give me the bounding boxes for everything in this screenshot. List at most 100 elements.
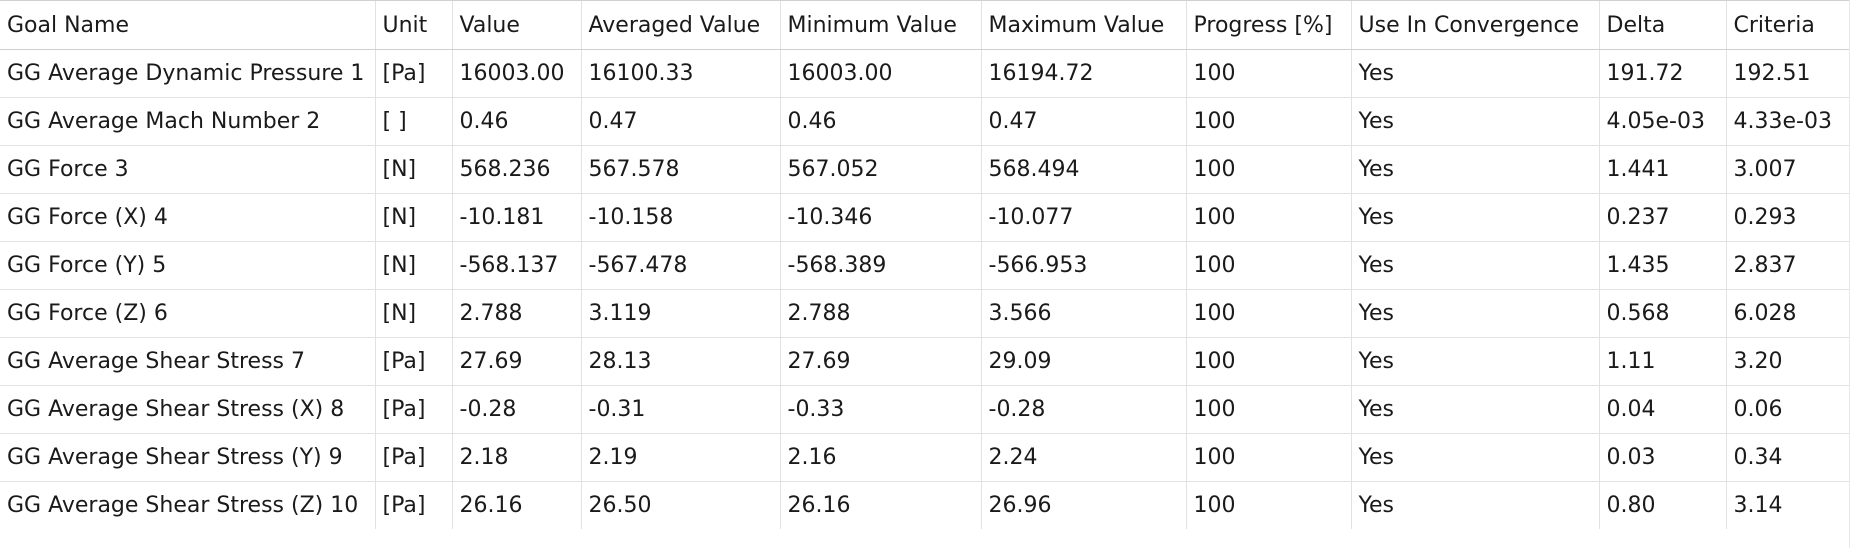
header-progress[interactable]: Progress [%] (1186, 1, 1352, 50)
unit-cell[interactable]: [N] (375, 241, 453, 290)
table-row[interactable]: GG Average Shear Stress 7 [Pa] 27.69 28.13 2… (0, 337, 1851, 386)
header-minimum-value[interactable]: Minimum Value (780, 1, 982, 50)
use-in-convergence-cell[interactable]: Yes (1351, 193, 1600, 242)
goal-name-cell[interactable]: GG Average Shear Stress 7 (0, 337, 376, 386)
averaged-value-cell[interactable]: 16100.33 (581, 49, 781, 98)
header-criteria[interactable]: Criteria (1726, 1, 1851, 50)
maximum-value-cell[interactable]: 16194.72 (981, 49, 1187, 98)
criteria-cell[interactable]: 3.14 (1726, 481, 1851, 530)
progress-cell[interactable]: 100 (1186, 49, 1352, 98)
criteria-cell[interactable]: 4.33e-03 (1726, 97, 1851, 146)
minimum-value-cell[interactable]: 0.46 (780, 97, 982, 146)
criteria-cell[interactable]: 0.293 (1726, 193, 1851, 242)
averaged-value-cell[interactable]: 2.19 (581, 433, 781, 482)
progress-cell[interactable]: 100 (1186, 145, 1352, 194)
goal-name-cell[interactable]: GG Force 3 (0, 145, 376, 194)
averaged-value-cell[interactable]: 3.119 (581, 289, 781, 338)
delta-cell[interactable]: 0.80 (1599, 481, 1727, 530)
criteria-cell[interactable]: 6.028 (1726, 289, 1851, 338)
unit-cell[interactable]: [Pa] (375, 481, 453, 530)
minimum-value-cell[interactable]: -568.389 (780, 241, 982, 290)
use-in-convergence-cell[interactable]: Yes (1351, 481, 1600, 530)
value-cell[interactable]: 16003.00 (452, 49, 582, 98)
averaged-value-cell[interactable]: -10.158 (581, 193, 781, 242)
unit-cell[interactable]: [Pa] (375, 49, 453, 98)
use-in-convergence-cell[interactable]: Yes (1351, 241, 1600, 290)
unit-cell[interactable]: [ ] (375, 97, 453, 146)
table-row[interactable]: GG Average Dynamic Pressure 1 [Pa] 16003.0… (0, 49, 1851, 98)
maximum-value-cell[interactable]: 29.09 (981, 337, 1187, 386)
progress-cell[interactable]: 100 (1186, 385, 1352, 434)
criteria-cell[interactable]: 3.20 (1726, 337, 1851, 386)
maximum-value-cell[interactable]: 568.494 (981, 145, 1187, 194)
maximum-value-cell[interactable]: -566.953 (981, 241, 1187, 290)
progress-cell[interactable]: 100 (1186, 289, 1352, 338)
table-row[interactable]: GG Force 3 [N] 568.236 567.578 567.052 568.49… (0, 145, 1851, 194)
averaged-value-cell[interactable]: 0.47 (581, 97, 781, 146)
maximum-value-cell[interactable]: 3.566 (981, 289, 1187, 338)
goal-name-cell[interactable]: GG Average Shear Stress (Y) 9 (0, 433, 376, 482)
unit-cell[interactable]: [Pa] (375, 385, 453, 434)
averaged-value-cell[interactable]: -0.31 (581, 385, 781, 434)
averaged-value-cell[interactable]: 28.13 (581, 337, 781, 386)
use-in-convergence-cell[interactable]: Yes (1351, 145, 1600, 194)
use-in-convergence-cell[interactable]: Yes (1351, 97, 1600, 146)
criteria-cell[interactable]: 2.837 (1726, 241, 1851, 290)
minimum-value-cell[interactable]: -10.346 (780, 193, 982, 242)
unit-cell[interactable]: [Pa] (375, 433, 453, 482)
delta-cell[interactable]: 4.05e-03 (1599, 97, 1727, 146)
progress-cell[interactable]: 100 (1186, 193, 1352, 242)
header-goal-name[interactable]: Goal Name (0, 1, 376, 50)
maximum-value-cell[interactable]: 0.47 (981, 97, 1187, 146)
goal-name-cell[interactable]: GG Average Dynamic Pressure 1 (0, 49, 376, 98)
criteria-cell[interactable]: 0.06 (1726, 385, 1851, 434)
header-value[interactable]: Value (452, 1, 582, 50)
progress-cell[interactable]: 100 (1186, 481, 1352, 530)
table-row[interactable]: GG Force (Z) 6 [N] 2.788 3.119 2.788 3.566 100… (0, 289, 1851, 338)
goal-name-cell[interactable]: GG Average Mach Number 2 (0, 97, 376, 146)
value-cell[interactable]: 0.46 (452, 97, 582, 146)
unit-cell[interactable]: [N] (375, 193, 453, 242)
minimum-value-cell[interactable]: 27.69 (780, 337, 982, 386)
criteria-cell[interactable]: 3.007 (1726, 145, 1851, 194)
table-row[interactable]: GG Force (Y) 5 [N] -568.137 -567.478 -568.38… (0, 241, 1851, 290)
maximum-value-cell[interactable]: -10.077 (981, 193, 1187, 242)
goal-name-cell[interactable]: GG Average Shear Stress (X) 8 (0, 385, 376, 434)
minimum-value-cell[interactable]: 567.052 (780, 145, 982, 194)
use-in-convergence-cell[interactable]: Yes (1351, 49, 1600, 98)
delta-cell[interactable]: 191.72 (1599, 49, 1727, 98)
header-unit[interactable]: Unit (375, 1, 453, 50)
averaged-value-cell[interactable]: 26.50 (581, 481, 781, 530)
criteria-cell[interactable]: 192.51 (1726, 49, 1851, 98)
use-in-convergence-cell[interactable]: Yes (1351, 433, 1600, 482)
minimum-value-cell[interactable]: 2.16 (780, 433, 982, 482)
averaged-value-cell[interactable]: -567.478 (581, 241, 781, 290)
header-delta[interactable]: Delta (1599, 1, 1727, 50)
minimum-value-cell[interactable]: 26.16 (780, 481, 982, 530)
value-cell[interactable]: 2.18 (452, 433, 582, 482)
delta-cell[interactable]: 0.568 (1599, 289, 1727, 338)
averaged-value-cell[interactable]: 567.578 (581, 145, 781, 194)
table-row[interactable]: GG Average Shear Stress (Y) 9 [Pa] 2.18 2.1… (0, 433, 1851, 482)
progress-cell[interactable]: 100 (1186, 97, 1352, 146)
unit-cell[interactable]: [N] (375, 145, 453, 194)
delta-cell[interactable]: 0.04 (1599, 385, 1727, 434)
minimum-value-cell[interactable]: -0.33 (780, 385, 982, 434)
maximum-value-cell[interactable]: 2.24 (981, 433, 1187, 482)
value-cell[interactable]: -568.137 (452, 241, 582, 290)
goal-name-cell[interactable]: GG Force (X) 4 (0, 193, 376, 242)
criteria-cell[interactable]: 0.34 (1726, 433, 1851, 482)
table-row[interactable]: GG Average Shear Stress (X) 8 [Pa] -0.28 -0… (0, 385, 1851, 434)
table-row[interactable]: GG Average Mach Number 2[ ] 0.46 0.47 0.46 0… (0, 97, 1851, 146)
goal-name-cell[interactable]: GG Average Shear Stress (Z) 10 (0, 481, 376, 530)
header-maximum-value[interactable]: Maximum Value (981, 1, 1187, 50)
delta-cell[interactable]: 0.03 (1599, 433, 1727, 482)
use-in-convergence-cell[interactable]: Yes (1351, 289, 1600, 338)
value-cell[interactable]: 2.788 (452, 289, 582, 338)
progress-cell[interactable]: 100 (1186, 241, 1352, 290)
value-cell[interactable]: -0.28 (452, 385, 582, 434)
delta-cell[interactable]: 1.435 (1599, 241, 1727, 290)
maximum-value-cell[interactable]: 26.96 (981, 481, 1187, 530)
goal-name-cell[interactable]: GG Force (Z) 6 (0, 289, 376, 338)
value-cell[interactable]: 27.69 (452, 337, 582, 386)
